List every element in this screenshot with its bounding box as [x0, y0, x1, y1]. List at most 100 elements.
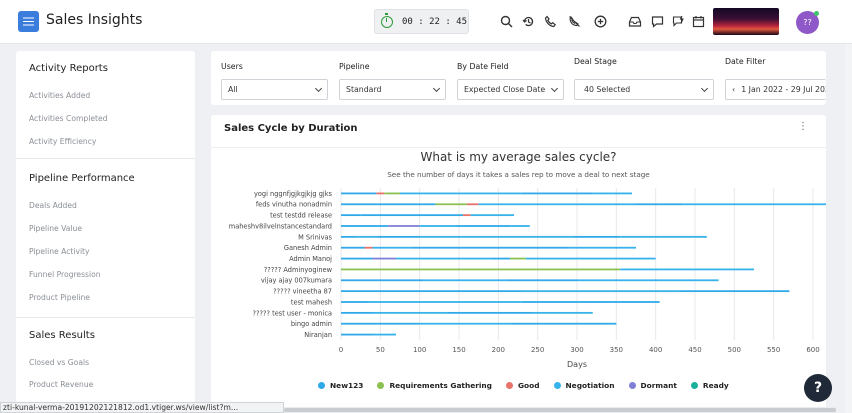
bar-segment	[518, 246, 570, 249]
notification-icon[interactable]	[672, 15, 685, 28]
bar-segment	[525, 257, 656, 260]
deal-stage-select[interactable]: 40 Selected	[574, 79, 714, 100]
x-tick-label: 0	[339, 346, 343, 354]
legend-label: Dormant	[640, 381, 677, 390]
timer-text: 00 : 22 : 45	[402, 16, 468, 27]
top-bar: Sales Insights 00 : 22 : 45 ??	[0, 0, 852, 44]
x-tick-label: 50	[376, 346, 385, 354]
sidebar-divider	[16, 158, 195, 159]
help-button[interactable]: ?	[804, 374, 832, 402]
chat-icon[interactable]	[651, 15, 664, 28]
y-category-label: bingo admin	[291, 320, 332, 328]
x-tick-label: 550	[767, 346, 780, 354]
y-category-label: Niranjan	[304, 331, 332, 339]
legend-item[interactable]: Ready	[690, 381, 729, 390]
legend-label: New123	[330, 381, 364, 390]
sidebar-item-funnel-progression[interactable]: Funnel Progression	[29, 270, 101, 279]
bar-segment	[372, 333, 397, 336]
x-tick-label: 400	[649, 346, 662, 354]
scrollbar-thumb[interactable]	[284, 408, 836, 412]
bar-segment	[341, 203, 436, 206]
sidebar-item-activities-added[interactable]: Activities Added	[29, 91, 91, 100]
bar-segment	[533, 311, 593, 314]
bar-segment	[400, 192, 522, 195]
pipeline-select[interactable]: Standard	[339, 79, 446, 100]
horizontal-scrollbar[interactable]	[284, 407, 836, 413]
y-category-label: maheshv8ilvelnstancestandard	[229, 222, 332, 230]
users-value: All	[228, 85, 238, 94]
call-timer[interactable]: 00 : 22 : 45	[374, 9, 469, 34]
legend-label: Ready	[702, 381, 729, 390]
sidebar-item-pipeline-value[interactable]: Pipeline Value	[29, 224, 82, 233]
chevron-left-icon[interactable]: ‹	[732, 85, 736, 94]
promo-banner-image[interactable]	[713, 8, 779, 35]
y-category-label: ????? Adminyoginew	[264, 266, 333, 274]
reports-sidebar: Activity Reports Activities Added Activi…	[16, 51, 195, 413]
more-options-icon[interactable]: ⋮	[798, 121, 808, 132]
bar-segment	[455, 225, 511, 227]
search-icon[interactable]	[500, 15, 513, 28]
bar-segment	[341, 333, 373, 336]
app-title: Sales Insights	[46, 12, 143, 28]
filter-bar: Users All Pipeline Standard By Date Fiel…	[211, 51, 826, 105]
y-category-label: M Srinivas	[298, 233, 332, 241]
bar-segment	[569, 246, 636, 249]
bar-segment	[490, 257, 511, 260]
phone-icon[interactable]	[544, 15, 557, 28]
bar-segment	[356, 235, 377, 238]
sidebar-item-closed-vs-goals[interactable]: Closed vs Goals	[29, 358, 90, 367]
x-tick-label: 100	[413, 346, 426, 354]
date-field-select[interactable]: Expected Close Date	[457, 79, 564, 100]
bar-segment	[384, 192, 400, 195]
y-category-label: Admin Manoj	[289, 255, 332, 263]
y-category-label: ????? vineetha 87	[273, 288, 332, 296]
sidebar-item-product-pipeline[interactable]: Product Pipeline	[29, 293, 90, 302]
bar-segment	[341, 246, 365, 249]
legend-item[interactable]: Good	[505, 381, 540, 390]
mute-icon[interactable]	[568, 15, 581, 28]
legend-item[interactable]: Dormant	[628, 381, 677, 390]
sidebar-item-product-revenue[interactable]: Product Revenue	[29, 380, 94, 389]
calendar-icon[interactable]	[692, 15, 705, 28]
sales-cycle-chart: 0 50 100 150 200 250 300 350 400 450 500 550 600 Days…	[229, 188, 826, 369]
bar-segment	[341, 214, 361, 217]
bar-segment	[506, 279, 577, 282]
legend-item[interactable]: New123	[318, 381, 363, 390]
legend-dot	[505, 382, 513, 389]
bar-segment	[341, 279, 424, 282]
menu-icon[interactable]	[18, 11, 39, 32]
card-divider	[211, 147, 826, 148]
bar-segment	[423, 279, 507, 282]
date-filter-input[interactable]: ‹ 1 Jan 2022 - 29 Jul 2022	[725, 79, 826, 100]
bar-segment	[419, 322, 511, 325]
inbox-icon[interactable]	[628, 15, 642, 28]
legend-item[interactable]: Requirements Gathering	[377, 381, 492, 390]
y-category-label: feds vinutha nonadmin	[256, 201, 332, 209]
bar-segment	[396, 257, 491, 260]
legend-label: Good	[517, 381, 540, 390]
bar-segment	[376, 192, 385, 195]
sidebar-divider	[16, 317, 195, 318]
legend-dot	[553, 382, 561, 389]
bar-segment	[341, 192, 377, 195]
legend-dot	[318, 382, 325, 389]
bar-segment	[510, 225, 530, 227]
x-axis-label: Days	[567, 360, 587, 369]
history-icon[interactable]	[522, 15, 535, 28]
bar-segment	[447, 311, 534, 314]
legend-dot	[690, 382, 698, 389]
chevron-down-icon	[700, 84, 709, 93]
avatar[interactable]: ??	[796, 11, 819, 34]
legend-label: Requirements Gathering	[389, 381, 492, 390]
sidebar-item-activities-completed[interactable]: Activities Completed	[29, 114, 108, 123]
sidebar-item-deals-added[interactable]: Deals Added	[29, 201, 77, 210]
add-icon[interactable]	[594, 15, 607, 28]
date-filter-value: 1 Jan 2022 - 29 Jul 2022	[741, 85, 826, 94]
sidebar-item-pipeline-activity[interactable]: Pipeline Activity	[29, 247, 90, 256]
sidebar-item-activity-efficiency[interactable]: Activity Efficiency	[29, 137, 97, 146]
stopwatch-icon	[381, 12, 393, 28]
bar-segment	[341, 225, 389, 227]
users-select[interactable]: All	[221, 79, 328, 100]
legend-item[interactable]: Negotiation	[553, 381, 615, 390]
vertical-scrollbar[interactable]	[845, 44, 852, 413]
